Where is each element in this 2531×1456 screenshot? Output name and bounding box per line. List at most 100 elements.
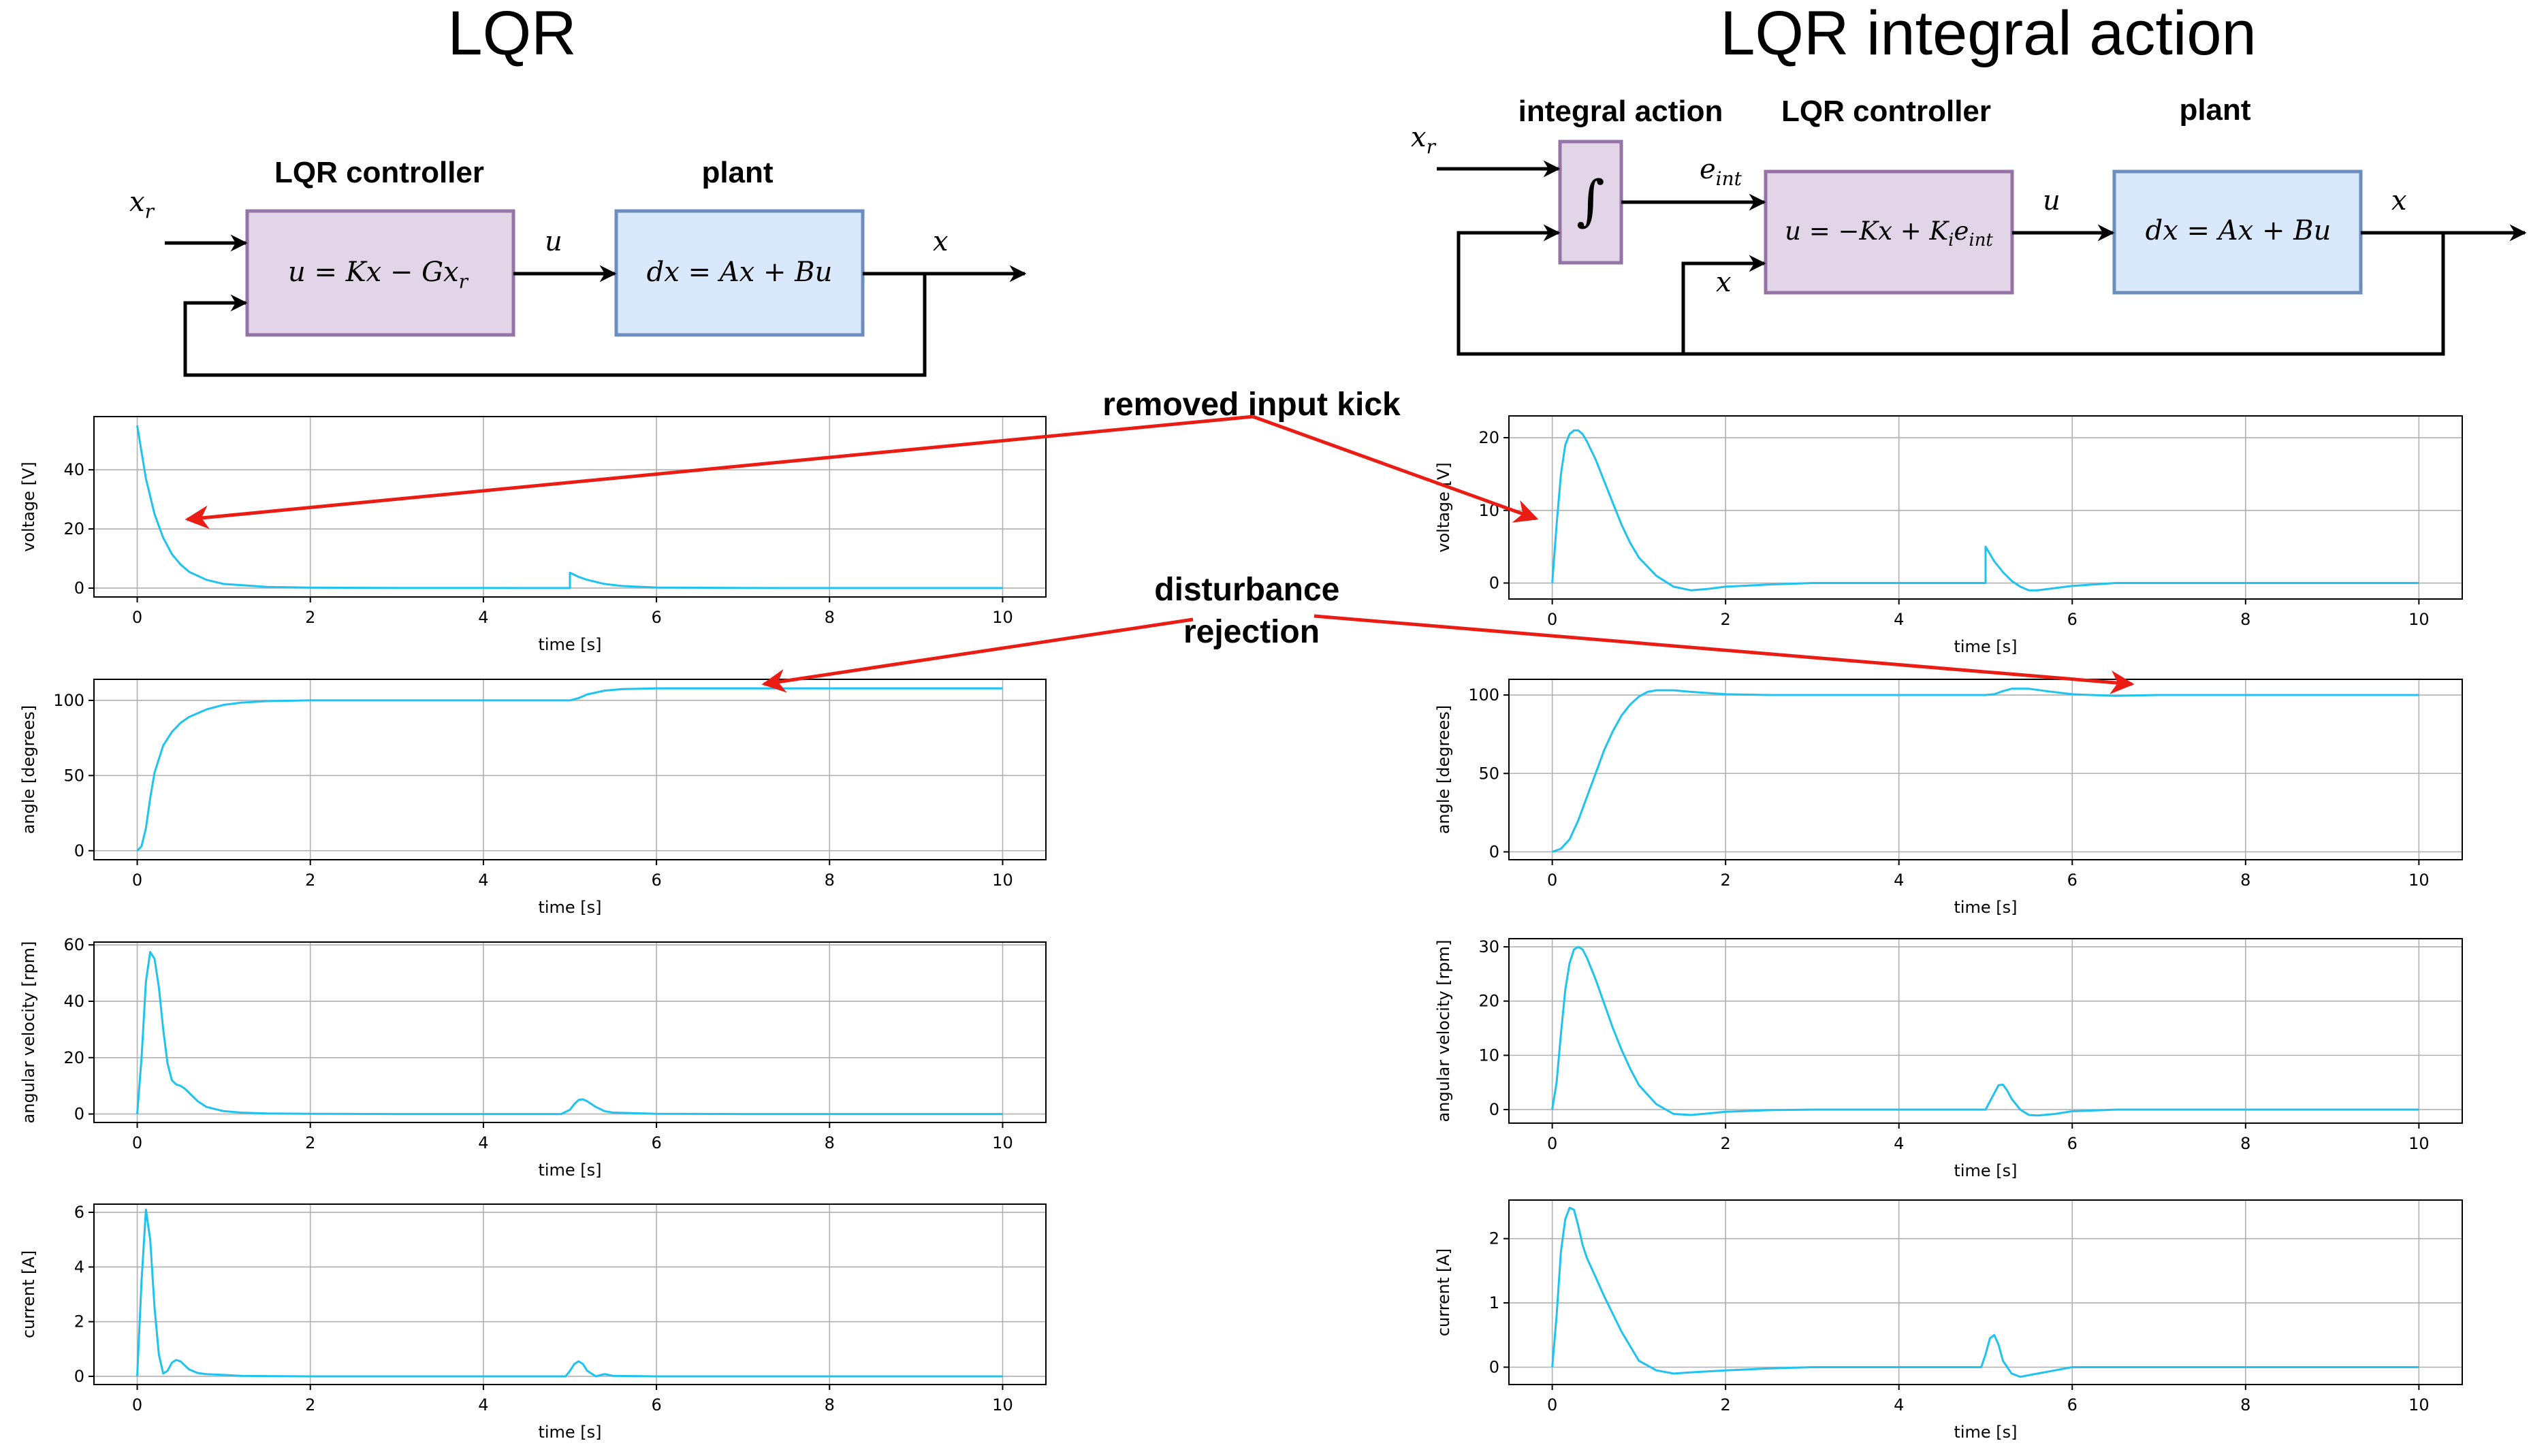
series-line — [1551, 945, 2419, 1117]
right-inner-feedback-loop — [1681, 255, 1766, 354]
x-tick-label: 0 — [132, 1395, 142, 1414]
y-tick-label: 0 — [74, 579, 84, 598]
disturbance-arrow-right — [1314, 614, 2135, 694]
y-tick-label: 6 — [74, 1203, 84, 1222]
y-axis-label: voltage [V] — [1434, 462, 1453, 552]
y-tick-label: 0 — [1489, 842, 1499, 861]
y-axis-label: angular velocity [rpm] — [19, 941, 38, 1124]
chart-lqr-current: 0 2 4 6 8 10 0 2 4 6 time [s] current [A] — [19, 1203, 1047, 1442]
y-tick-label: 1 — [1489, 1293, 1499, 1312]
right-integral-label: integral action — [1518, 95, 1723, 128]
left-u-signal: u — [545, 226, 562, 257]
x-axis-label: time [s] — [1954, 898, 2017, 917]
integrator-block — [1558, 140, 1623, 265]
x-tick-label: 0 — [1547, 1395, 1557, 1414]
right-controller-label: LQR controller — [1781, 95, 1991, 128]
right-feedback-signal: x — [1716, 267, 1732, 298]
series-line — [1551, 429, 2419, 592]
x-tick-label: 6 — [2067, 1134, 2078, 1153]
x-tick-label: 8 — [825, 871, 835, 890]
y-tick-label: 20 — [63, 1048, 84, 1067]
x-tick-label: 6 — [2067, 610, 2078, 629]
x-tick-label: 4 — [1894, 610, 1904, 629]
x-axis-label: time [s] — [1954, 1423, 2017, 1442]
kick-arrow-left — [185, 415, 1254, 530]
left-controller-equation: u = Kx − Gxr — [288, 257, 469, 293]
x-tick-label: 6 — [651, 608, 661, 627]
series-line — [1551, 1206, 2419, 1378]
disturbance-arrow-left — [761, 617, 1194, 693]
x-tick-label: 6 — [2067, 1395, 2078, 1414]
x-tick-label: 2 — [1721, 871, 1731, 890]
series-line — [136, 1208, 1003, 1378]
kick-arrow-right — [1252, 415, 1539, 523]
x-tick-label: 2 — [305, 871, 315, 890]
y-tick-label: 20 — [1478, 992, 1499, 1011]
x-tick-label: 4 — [478, 608, 488, 627]
right-output-signal: x — [2391, 185, 2407, 216]
y-tick-label: 50 — [1478, 764, 1499, 783]
x-tick-label: 8 — [2240, 871, 2250, 890]
x-tick-label: 10 — [992, 1133, 1013, 1152]
error-signal: eint — [1700, 154, 1742, 190]
x-tick-label: 2 — [1721, 1134, 1731, 1153]
x-axis-label: time [s] — [538, 898, 601, 917]
x-tick-label: 0 — [1547, 1134, 1557, 1153]
x-tick-label: 6 — [651, 1395, 661, 1414]
x-tick-label: 8 — [825, 1395, 835, 1414]
x-tick-label: 8 — [2240, 610, 2250, 629]
y-tick-label: 20 — [63, 519, 84, 538]
right-outer-feedback-loop — [1456, 224, 2445, 356]
right-input-signal: xr — [1411, 122, 1437, 158]
y-axis-label: current [A] — [1434, 1248, 1453, 1336]
chart-lqr-angular-velocity: 0 2 4 6 8 10 0 20 40 60 time [s] angular velocity [… — [19, 935, 1047, 1180]
x-tick-label: 4 — [478, 1395, 488, 1414]
plot-frame — [93, 1203, 1047, 1385]
y-tick-label: 0 — [74, 841, 84, 860]
left-controller-block — [245, 209, 515, 337]
left-plant-label: plant — [701, 156, 773, 189]
plot-frame — [1508, 938, 2463, 1124]
series-line — [136, 687, 1003, 852]
right-block-diagram: integral action LQR controller plant ∫ u… — [1411, 93, 2527, 356]
x-axis-label: time [s] — [538, 1423, 601, 1442]
x-tick-label: 0 — [132, 1133, 142, 1152]
left-output-signal: x — [933, 226, 949, 257]
plot-frame — [1508, 679, 2463, 860]
x-tick-label: 2 — [1721, 610, 1731, 629]
chart-ia-angular-velocity: 0 2 4 6 8 10 0 10 20 30 time [s] angular velocity [… — [1434, 937, 2463, 1180]
x-tick-label: 10 — [2408, 1395, 2430, 1414]
chart-ia-current: 0 2 4 6 8 10 0 1 2 time [s] current [A] — [1434, 1199, 2463, 1442]
y-tick-label: 40 — [63, 992, 84, 1011]
series-line — [136, 951, 1003, 1116]
y-tick-label: 0 — [1489, 1100, 1499, 1119]
x-tick-label: 0 — [1547, 610, 1557, 629]
x-tick-label: 8 — [825, 1133, 835, 1152]
x-tick-label: 10 — [992, 608, 1013, 627]
x-tick-label: 10 — [2408, 871, 2430, 890]
y-tick-label: 30 — [1478, 937, 1499, 956]
y-axis-label: angle [degrees] — [19, 705, 38, 835]
right-controller-equation: u = −Kx + Kieint — [1785, 216, 1993, 250]
left-input-signal: xr — [129, 187, 155, 223]
left-plant-block — [614, 209, 865, 337]
y-tick-label: 10 — [1478, 1046, 1499, 1065]
x-tick-label: 0 — [1547, 871, 1557, 890]
series-line — [136, 425, 1003, 589]
x-tick-label: 8 — [2240, 1395, 2250, 1414]
left-controller-label: LQR controller — [274, 156, 484, 189]
x-tick-label: 6 — [2067, 871, 2078, 890]
x-axis-label: time [s] — [1954, 637, 2017, 656]
x-tick-label: 2 — [305, 1395, 315, 1414]
right-controller-block — [1764, 169, 2014, 295]
y-tick-label: 0 — [74, 1105, 84, 1124]
y-axis-label: angle [degrees] — [1434, 705, 1453, 835]
y-axis-label: current [A] — [19, 1250, 38, 1338]
x-tick-label: 6 — [651, 1133, 661, 1152]
x-tick-label: 10 — [992, 1395, 1013, 1414]
right-u-signal: u — [2043, 185, 2060, 216]
